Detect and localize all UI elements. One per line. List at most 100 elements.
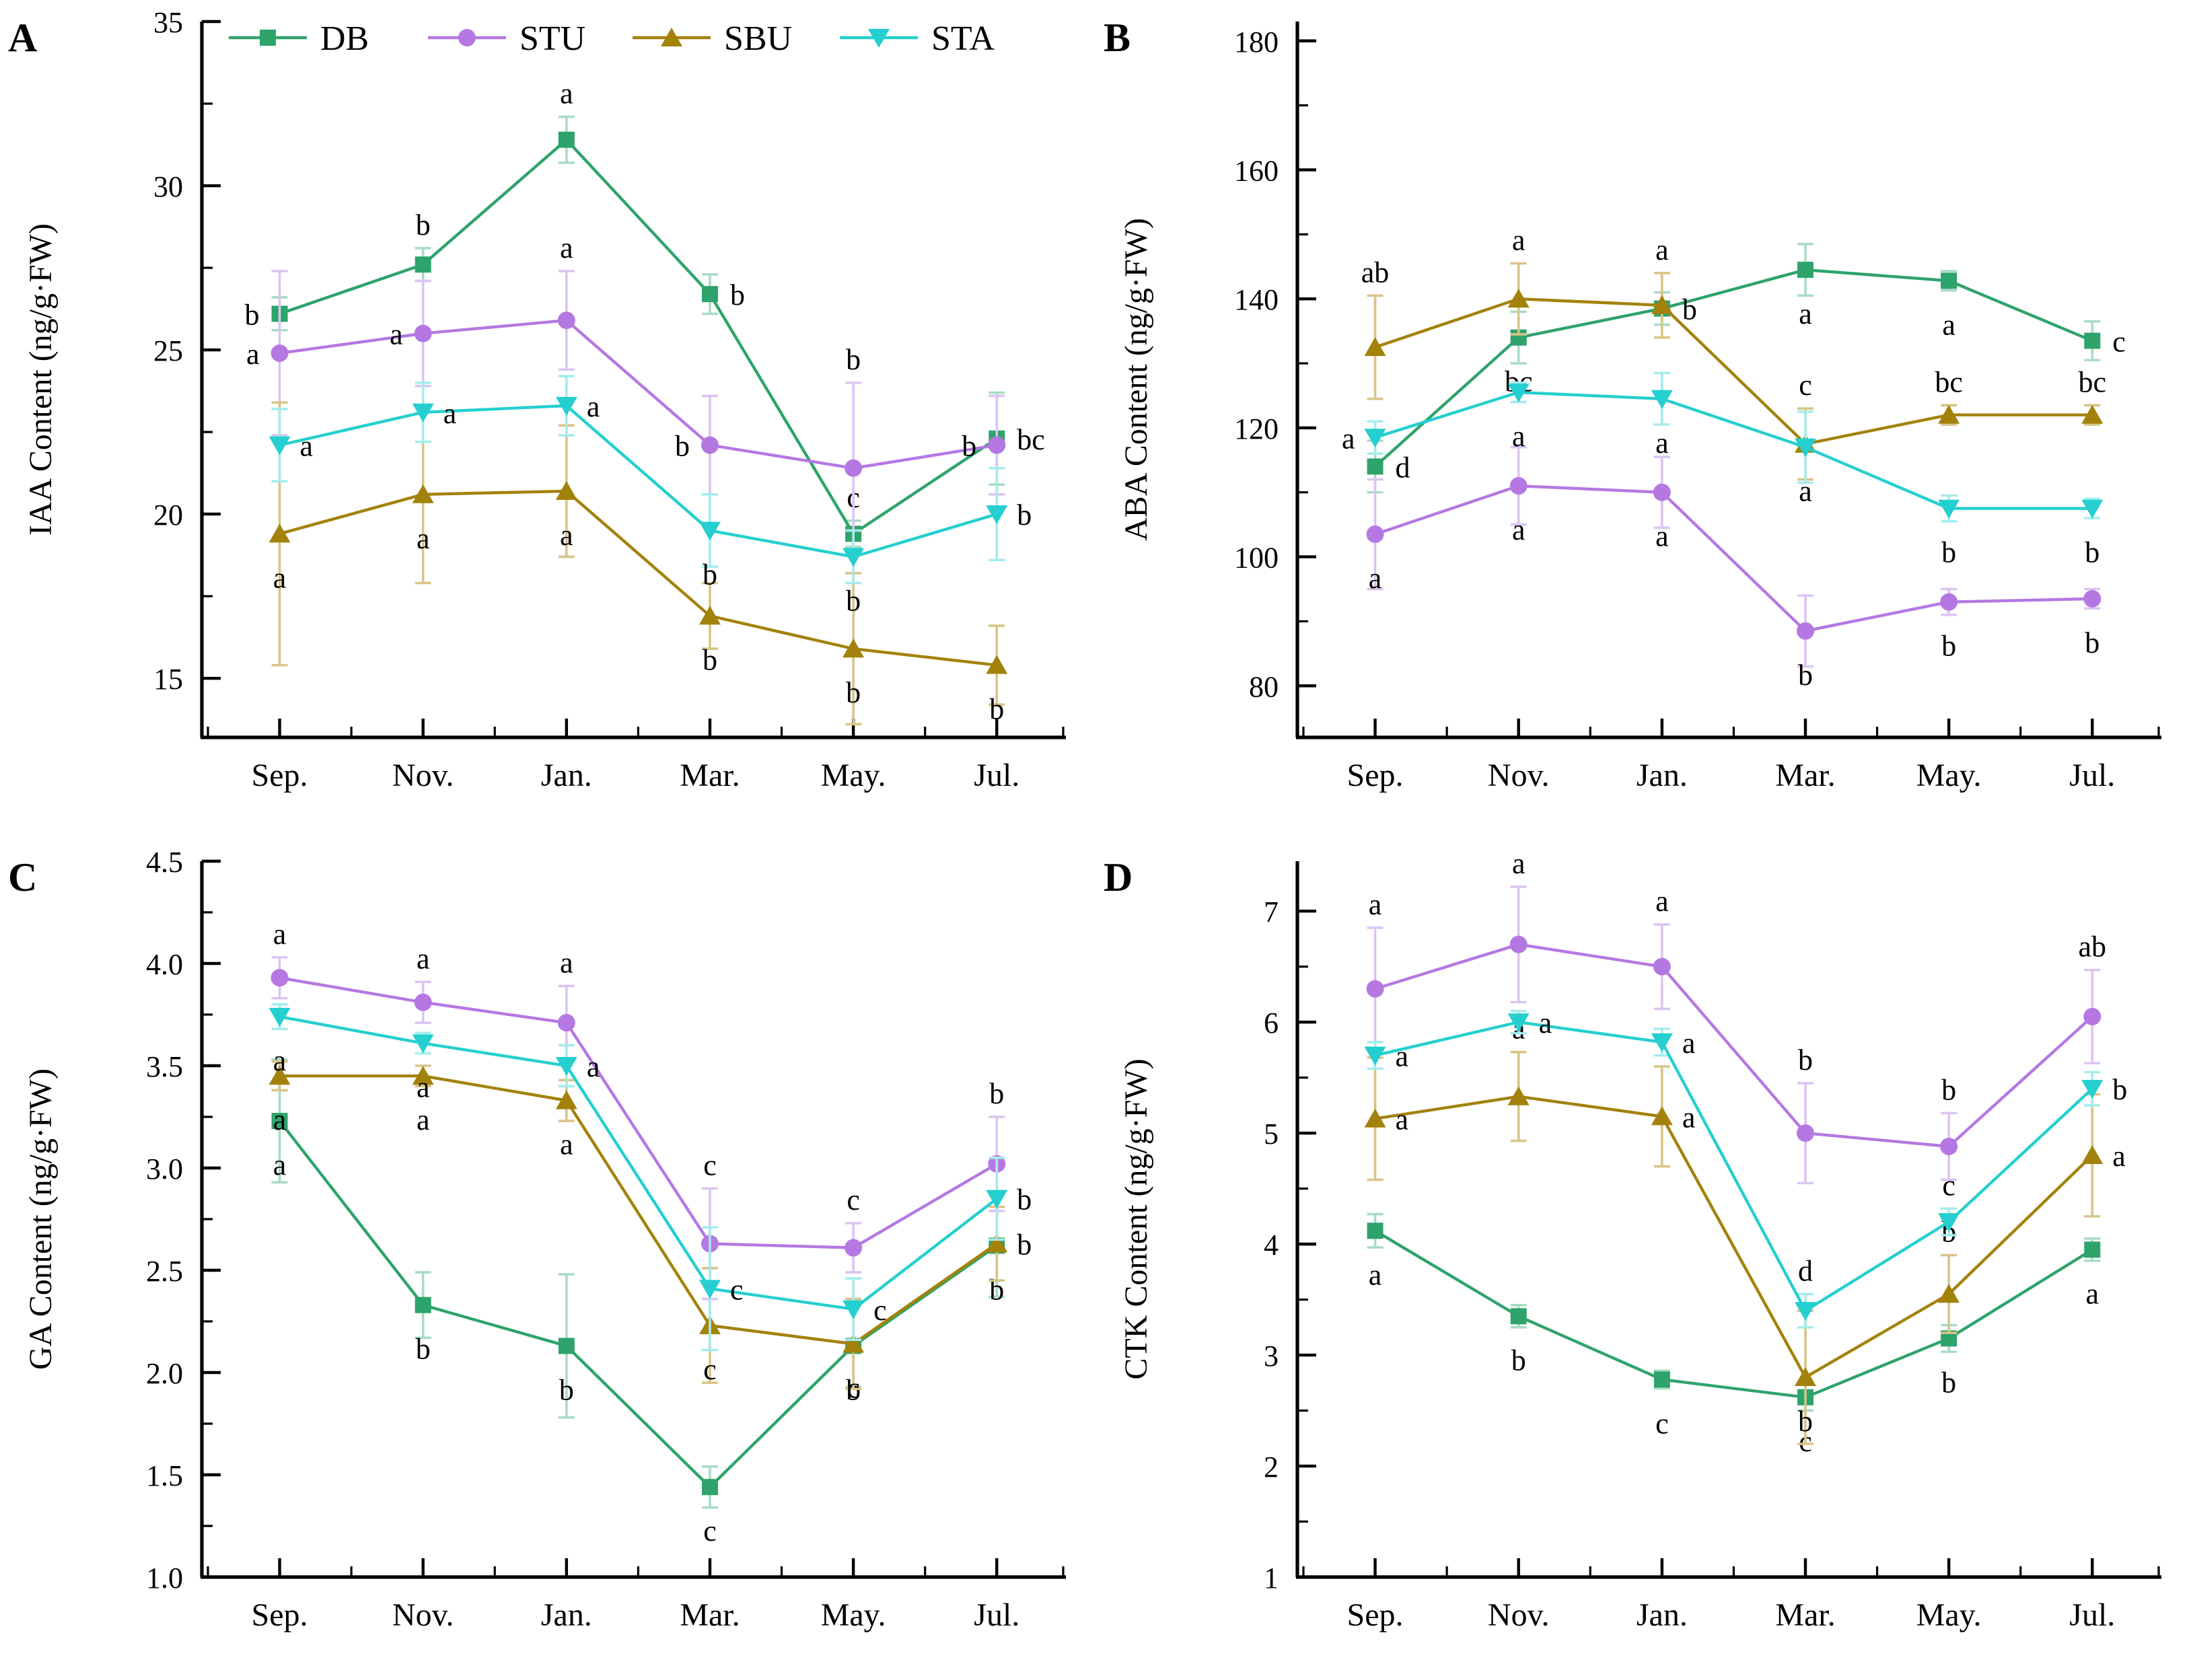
marker-sbu [2081,404,2104,424]
marker-stu [414,993,432,1011]
significance-letter: c [847,1371,860,1404]
y-tick-label: 15 [153,663,183,696]
significance-letter: b [416,1333,431,1366]
significance-letter: c [703,1353,717,1386]
marker-sbu [1938,404,1960,424]
panel-b-aba: 80 100 120 140 160 180 Sep. Nov. Jan. Mar. May. Jul… [1096,0,2191,840]
significance-letter: bc [1935,365,1963,398]
marker-sbu [555,1090,577,1109]
significance-letter: c [847,1183,860,1216]
y-tick-label: 6 [1264,1007,1279,1039]
marker-db [2084,332,2101,349]
marker-sta [1364,1046,1386,1066]
marker-stu [1940,593,1958,611]
y-tick-label: 2.5 [146,1255,183,1288]
marker-sta [1938,499,1960,519]
x-tick-label: Jan. [541,1597,592,1633]
y-axis-title: ABA Content (ng/g·FW) [1118,218,1154,541]
axes [200,861,1066,1579]
y-tick-label: 25 [153,334,183,367]
tick-marks [202,20,1065,737]
marker-stu [271,344,289,362]
significance-letter: d [1396,451,1410,484]
marker-sta [1507,384,1530,403]
marker-stu [701,436,719,454]
marker-sta [555,1057,577,1076]
marker-db [558,1338,575,1354]
y-tick-label: 1.5 [146,1459,183,1492]
significance-letter: c [703,1148,717,1181]
significance-letter: b [1798,1405,1813,1438]
x-tick-label: Nov. [1488,1597,1550,1633]
panel-c-ga: 1.0 1.5 2.0 2.5 3.0 3.5 4.0 4.5 Sep. Nov. Jan. Mar.… [0,840,1096,1679]
significance-letter: b [1017,1183,1032,1216]
marker-stu [557,312,575,330]
significance-letter: b [1941,1073,1956,1106]
significance-letter: c [1655,1407,1669,1440]
marker-sbu [1507,1086,1530,1105]
significance-letter: a [273,1044,287,1077]
significance-letter: a [1369,562,1382,595]
x-tick-label: Nov. [392,758,454,793]
legend-marker-sbu [661,28,682,46]
marker-sbu [1794,1367,1816,1387]
y-tick-label: 4.0 [146,948,183,981]
x-tick-label: Mar. [1775,758,1835,793]
x-tick-labels: Sep. Nov. Jan. Mar. May. Jul. [1347,758,2116,793]
marker-db [701,286,718,303]
significance-letter: a [560,1128,573,1161]
marker-db [2084,1241,2101,1258]
significance-letter: a [560,946,573,979]
marker-sbu [1364,337,1386,357]
y-tick-label: 4.5 [146,846,183,879]
marker-sta [842,1300,865,1319]
tick-marks [1297,910,2160,1579]
significance-letter: b [846,676,861,709]
y-tick-label: 3.0 [146,1153,183,1185]
series-line-sbu [279,1074,998,1346]
marker-stu [557,1014,575,1032]
significance-letter: a [417,522,430,555]
series-line-db [1374,268,2093,468]
x-tick-label: Jan. [1637,758,1688,793]
legend-marker-db [260,30,276,46]
marker-sta [268,436,291,455]
marker-stu [988,436,1006,454]
marker-db [1510,1308,1527,1325]
significance-letter: a [417,1103,430,1136]
significance-letter: b [1511,1344,1526,1377]
marker-stu [1509,935,1528,953]
y-tick-label: 5 [1264,1118,1279,1151]
significance-letter: c [703,1514,717,1547]
marker-sta [1794,1302,1816,1321]
marker-db [1367,458,1384,475]
significance-letter: b [2085,626,2099,659]
y-tick-label: 30 [153,170,183,203]
marker-sta [1507,1013,1530,1033]
significance-letter: b [416,209,431,242]
series-db: abccba [1367,1212,2101,1458]
marker-stu [1796,1124,1814,1142]
x-tick-label: May. [1916,758,1982,793]
marker-sbu [412,1066,434,1085]
marker-sbu [412,484,434,503]
series-line-stu [1374,484,2093,633]
significance-letter: a [417,942,430,975]
series-line-sta [279,1015,998,1311]
chart-ctk-content: 1 2 3 4 5 6 7 Sep. Nov. Jan. Mar. May. Jul. CTK Conte… [1104,847,2161,1633]
panel-d-ctk: 1 2 3 4 5 6 7 Sep. Nov. Jan. Mar. May. Jul. CTK Conte… [1096,840,2191,1679]
panel-tag: A [8,15,37,60]
significance-letter: a [560,519,573,552]
legend: DB STU SBU STA [229,20,995,58]
marker-sbu [698,606,721,625]
marker-sta [1938,1213,1960,1233]
significance-letter: a [1655,233,1669,266]
y-tick-label: 3.5 [146,1050,183,1083]
significance-letter: b [703,558,717,591]
marker-sbu [1651,1106,1673,1126]
significance-letter: a [587,1050,600,1083]
significance-letter: ab [2079,930,2107,963]
